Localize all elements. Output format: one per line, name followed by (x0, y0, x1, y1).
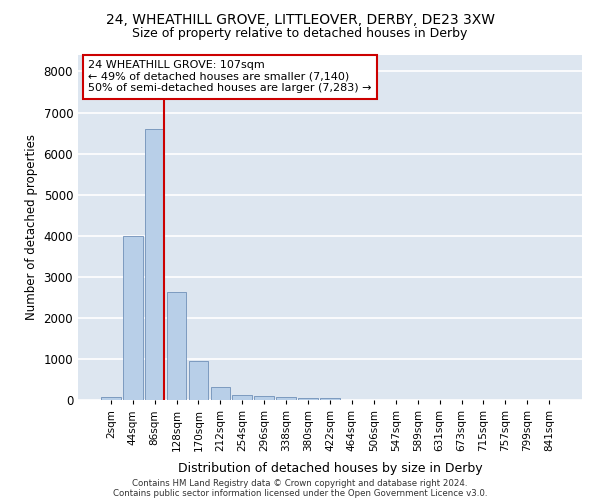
Text: 24 WHEATHILL GROVE: 107sqm
← 49% of detached houses are smaller (7,140)
50% of s: 24 WHEATHILL GROVE: 107sqm ← 49% of deta… (88, 60, 371, 94)
Text: Contains public sector information licensed under the Open Government Licence v3: Contains public sector information licen… (113, 488, 487, 498)
Bar (320, 398, 340, 400)
Bar (188, 361, 208, 400)
Y-axis label: Number of detached properties: Number of detached properties (25, 134, 38, 320)
X-axis label: Distribution of detached houses by size in Derby: Distribution of detached houses by size … (178, 462, 482, 475)
Bar (276, 397, 296, 400)
Bar (232, 394, 252, 400)
Bar (298, 398, 318, 400)
Bar (211, 387, 230, 400)
Bar (101, 396, 121, 400)
Bar (167, 292, 187, 400)
Text: Contains HM Land Registry data © Crown copyright and database right 2024.: Contains HM Land Registry data © Crown c… (132, 478, 468, 488)
Text: 24, WHEATHILL GROVE, LITTLEOVER, DERBY, DE23 3XW: 24, WHEATHILL GROVE, LITTLEOVER, DERBY, … (106, 12, 494, 26)
Bar (145, 129, 164, 400)
Bar (254, 396, 274, 400)
Bar (123, 236, 143, 400)
Text: Size of property relative to detached houses in Derby: Size of property relative to detached ho… (133, 28, 467, 40)
